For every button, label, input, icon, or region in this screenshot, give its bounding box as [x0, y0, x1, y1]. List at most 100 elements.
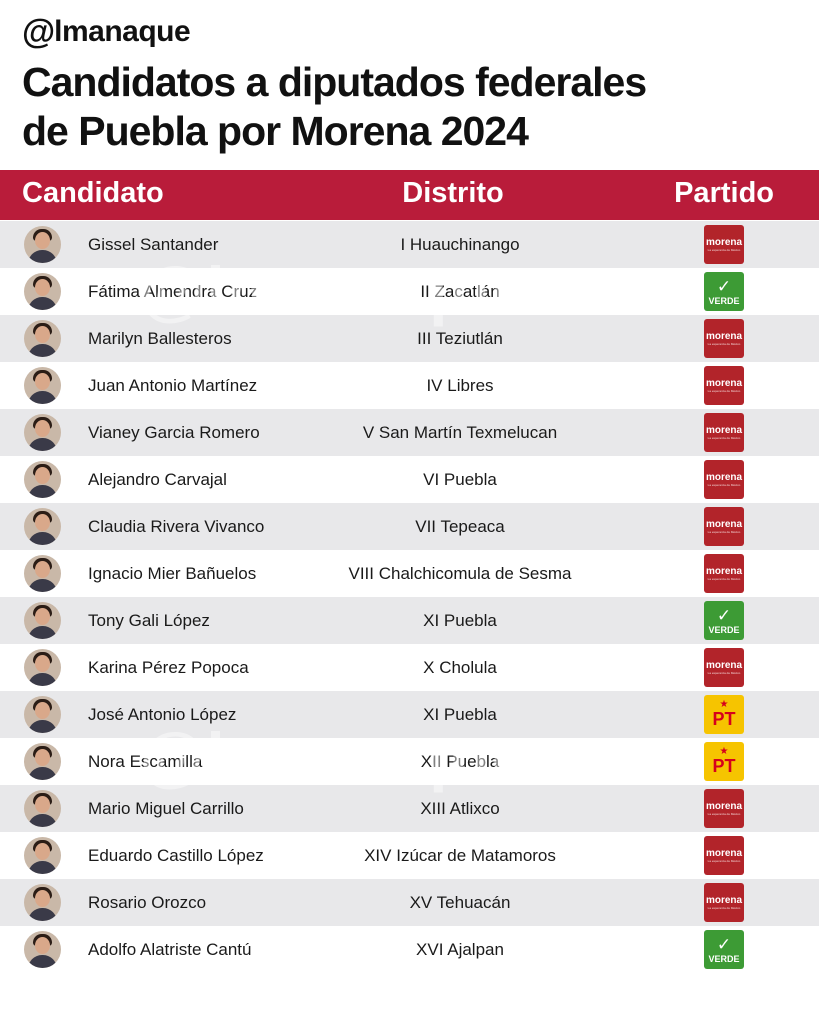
- morena-logo-text: morena: [705, 331, 743, 342]
- morena-party-logo: morena La esperanza de México: [704, 836, 744, 875]
- morena-logo-tagline: La esperanza de México: [707, 906, 741, 910]
- morena-party-logo: morena La esperanza de México: [704, 319, 744, 358]
- candidate-name: Ignacio Mier Bañuelos: [88, 564, 257, 583]
- table-row: Vianey Garcia Romero V San Martín Texmelu…: [0, 409, 819, 456]
- toucan-icon: ✓: [716, 277, 732, 296]
- table-row: Fátima Almendra Cruz II Zacatlán ✓ VERDE: [0, 268, 819, 315]
- candidate-photo: [24, 414, 61, 451]
- table-header: Candidato Distrito Partido: [0, 170, 819, 220]
- candidate-photo: [24, 555, 61, 592]
- table-row: Nora Escamilla XII Puebla ★ PT: [0, 738, 819, 785]
- candidate-name: Fátima Almendra Cruz: [88, 282, 258, 301]
- morena-logo-tagline: La esperanza de México: [707, 859, 741, 863]
- table-row: Eduardo Castillo López XIV Izúcar de Mata…: [0, 832, 819, 879]
- table-row: Marilyn Ballesteros III Teziutlán morena La…: [0, 315, 819, 362]
- brand-logo: @ lmanaque: [22, 12, 191, 52]
- candidate-name: Juan Antonio Martínez: [88, 376, 258, 395]
- pt-party-logo: ★ PT: [704, 695, 744, 734]
- verde-party-logo: ✓ VERDE: [704, 601, 744, 640]
- candidate-photo: [24, 320, 61, 357]
- candidate-photo: [24, 696, 61, 733]
- brand-at-symbol: @: [22, 13, 55, 51]
- morena-party-logo: morena La esperanza de México: [704, 648, 744, 687]
- header-party: Partido: [674, 177, 774, 209]
- candidate-name: Adolfo Alatriste Cantú: [88, 940, 252, 959]
- table-row: Mario Miguel Carrillo XIII Atlixco morena L…: [0, 785, 819, 832]
- candidate-district: XVI Ajalpan: [416, 940, 504, 959]
- morena-logo-tagline: La esperanza de México: [707, 812, 741, 816]
- candidate-name: Eduardo Castillo López: [88, 846, 264, 865]
- morena-logo-text: morena: [705, 237, 743, 248]
- morena-logo-tagline: La esperanza de México: [707, 483, 741, 487]
- morena-logo-tagline: La esperanza de México: [707, 530, 741, 534]
- morena-party-logo: morena La esperanza de México: [704, 507, 744, 546]
- candidate-photo: [24, 273, 61, 310]
- verde-logo-text: VERDE: [708, 954, 740, 964]
- candidate-district: VI Puebla: [423, 470, 497, 489]
- header-candidate: Candidato: [22, 177, 164, 209]
- verde-party-logo: ✓ VERDE: [704, 272, 744, 311]
- verde-party-logo: ✓ VERDE: [704, 930, 744, 969]
- candidate-name: Marilyn Ballesteros: [88, 329, 232, 348]
- candidate-district: IV Libres: [426, 376, 494, 395]
- star-icon: ★: [719, 699, 729, 710]
- candidate-name: Rosario Orozco: [88, 893, 207, 912]
- candidate-photo: [24, 602, 61, 639]
- morena-logo-tagline: La esperanza de México: [707, 671, 741, 675]
- candidate-photo: [24, 790, 61, 827]
- candidate-name: Karina Pérez Popoca: [88, 658, 249, 677]
- table-row: José Antonio López XI Puebla ★ PT: [0, 691, 819, 738]
- morena-party-logo: morena La esperanza de México: [704, 225, 744, 264]
- candidate-district: II Zacatlán: [420, 282, 500, 301]
- candidate-photo: [24, 367, 61, 404]
- candidate-name: Nora Escamilla: [88, 752, 203, 771]
- morena-logo-tagline: La esperanza de México: [707, 389, 741, 393]
- candidate-name: Gissel Santander: [88, 235, 219, 254]
- candidate-photo: [24, 837, 61, 874]
- candidate-district: I Huauchinango: [400, 235, 520, 254]
- toucan-icon: ✓: [716, 606, 732, 625]
- morena-logo-tagline: La esperanza de México: [707, 577, 741, 581]
- morena-logo-text: morena: [705, 378, 743, 389]
- table-row: Rosario Orozco XV Tehuacán morena La espera…: [0, 879, 819, 926]
- morena-logo-text: morena: [705, 895, 743, 906]
- morena-party-logo: morena La esperanza de México: [704, 413, 744, 452]
- morena-logo-text: morena: [705, 425, 743, 436]
- candidate-name: José Antonio López: [88, 705, 237, 724]
- brand-name: lmanaque: [54, 15, 191, 48]
- morena-party-logo: morena La esperanza de México: [704, 554, 744, 593]
- morena-logo-text: morena: [705, 566, 743, 577]
- table-row: Ignacio Mier Bañuelos VIII Chalchicomula …: [0, 550, 819, 597]
- star-icon: ★: [719, 746, 729, 757]
- morena-logo-text: morena: [705, 472, 743, 483]
- header-district: Distrito: [402, 177, 504, 209]
- candidate-district: XV Tehuacán: [409, 893, 511, 912]
- candidate-name: Alejandro Carvajal: [88, 470, 227, 489]
- candidate-district: V San Martín Texmelucan: [362, 423, 558, 442]
- candidate-photo: [24, 743, 61, 780]
- morena-logo-tagline: La esperanza de México: [707, 248, 741, 252]
- candidate-photo: [24, 931, 61, 968]
- title-line-2: de Puebla por Morena 2024: [22, 108, 529, 154]
- pt-logo-text: PT: [712, 756, 736, 776]
- morena-logo-tagline: La esperanza de México: [707, 436, 741, 440]
- morena-logo-text: morena: [705, 801, 743, 812]
- candidate-district: VII Tepeaca: [415, 517, 505, 536]
- candidate-district: X Cholula: [423, 658, 497, 677]
- verde-logo-text: VERDE: [708, 625, 740, 635]
- morena-logo-tagline: La esperanza de México: [707, 342, 741, 346]
- morena-logo-text: morena: [705, 660, 743, 671]
- candidate-photo: [24, 884, 61, 921]
- candidate-name: Mario Miguel Carrillo: [88, 799, 244, 818]
- verde-logo-text: VERDE: [708, 296, 740, 306]
- pt-party-logo: ★ PT: [704, 742, 744, 781]
- page-title: Candidatos a diputados federales de Pueb…: [22, 58, 802, 156]
- table-row: Karina Pérez Popoca X Cholula morena La esp…: [0, 644, 819, 691]
- table-row: Adolfo Alatriste Cantú XVI Ajalpan ✓ VERDE: [0, 926, 819, 973]
- candidate-name: Claudia Rivera Vivanco: [88, 517, 265, 536]
- morena-party-logo: morena La esperanza de México: [704, 366, 744, 405]
- title-line-1: Candidatos a diputados federales: [22, 59, 647, 105]
- candidate-photo: [24, 226, 61, 263]
- candidate-district: VIII Chalchicomula de Sesma: [348, 564, 572, 583]
- morena-logo-text: morena: [705, 519, 743, 530]
